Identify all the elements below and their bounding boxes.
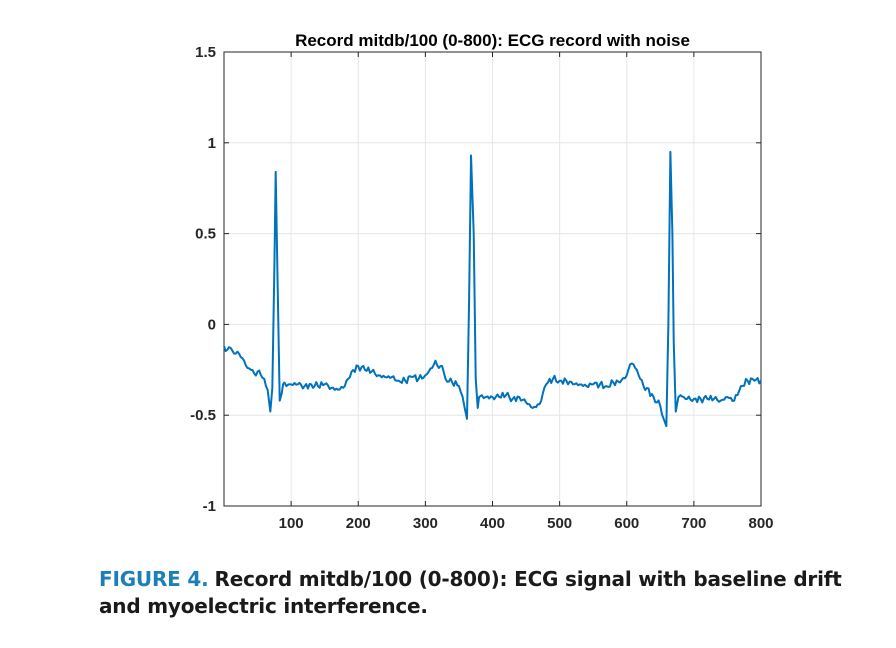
y-tick-label: 0.5 xyxy=(195,226,216,243)
ecg-series-line xyxy=(223,150,762,428)
x-tick-label: 300 xyxy=(413,515,438,532)
y-tick-label: 0 xyxy=(208,316,216,333)
x-tick-label: 500 xyxy=(547,515,572,532)
y-tick-label: 1 xyxy=(208,135,216,152)
x-tick-label: 400 xyxy=(480,515,505,532)
x-tick-label: 700 xyxy=(681,515,706,532)
y-tick-label: 1.5 xyxy=(195,44,216,61)
x-tick-label: 800 xyxy=(748,515,773,532)
figure-label: FIGURE 4. xyxy=(99,567,209,591)
x-tick-label: 200 xyxy=(346,515,371,532)
series-layer xyxy=(223,150,762,428)
x-tick-label: 100 xyxy=(279,515,304,532)
ecg-chart: 100 200 300 400 500 600 700 800 -1 -0.5 0 0.5 1 1.5 R… xyxy=(190,31,773,532)
axes: 100 200 300 400 500 600 700 800 -1 -0.5 0 0.5 1 1.5 xyxy=(190,44,773,532)
x-tick-label: 600 xyxy=(614,515,639,532)
caption-text: Record mitdb/100 (0-800): ECG signal wit… xyxy=(99,567,842,618)
figure-caption: FIGURE 4. Record mitdb/100 (0-800): ECG s… xyxy=(99,566,879,620)
y-tick-label: -1 xyxy=(203,498,216,515)
y-tick-label: -0.5 xyxy=(190,407,216,424)
chart-title: Record mitdb/100 (0-800): ECG record wit… xyxy=(295,31,690,50)
